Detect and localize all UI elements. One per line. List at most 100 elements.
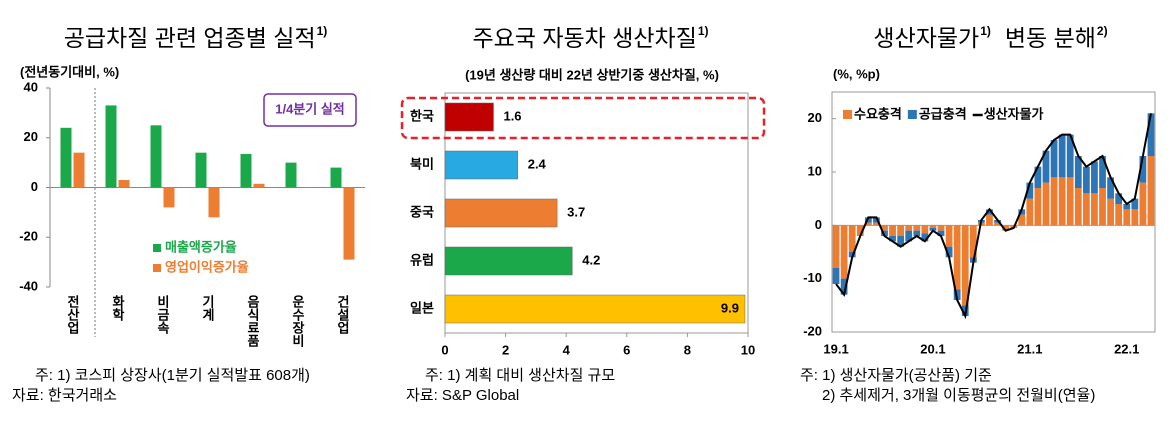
- bar-segment: [1034, 166, 1042, 188]
- bar: [343, 187, 355, 260]
- annotation-box: [263, 93, 357, 127]
- bar-segment: [1115, 204, 1123, 226]
- bar-segment: [969, 225, 977, 258]
- y-tick-label: 20: [24, 129, 38, 144]
- footnote: 2) 추세제거, 3개월 이동평균의 전월비(연율): [822, 387, 1095, 404]
- bar-segment: [1091, 161, 1098, 194]
- bar-segment: [1050, 177, 1058, 226]
- bar-segment: [986, 214, 993, 226]
- bar-segment: [873, 217, 880, 223]
- plot-frame: [831, 91, 1156, 333]
- bar: [118, 180, 130, 188]
- bar-segment: [1147, 156, 1155, 226]
- footnote: 주: 1) 코스피 상장사(1분기 실적발표 608개): [35, 367, 310, 384]
- bar: [150, 125, 162, 188]
- bar: [208, 187, 220, 218]
- x-tick-label: 기계: [200, 295, 215, 322]
- footnote: 주: 1) 계획 대비 생산차질 규모: [425, 367, 615, 384]
- chart-title: 변동 분해: [1005, 25, 1096, 51]
- bar-segment: [1034, 188, 1042, 226]
- bar-segment: [881, 230, 888, 236]
- bar: [163, 187, 175, 208]
- legend-marker: [153, 264, 161, 272]
- bar-segment: [986, 209, 993, 215]
- x-tick-label: 건설업: [335, 294, 350, 335]
- x-tick-label: 6: [623, 342, 630, 357]
- bar: [73, 152, 85, 188]
- y-tick-label: 북미: [410, 156, 434, 171]
- x-tick-label: 2: [502, 342, 509, 357]
- bar-segment: [1018, 214, 1026, 226]
- legend-marker: [907, 110, 917, 119]
- subtitle: (19년 생산량 대비 22년 상반기중 생산차질, %): [465, 67, 719, 82]
- title-note: 2): [1097, 24, 1108, 38]
- bar-segment: [921, 233, 929, 242]
- bar-segment: [1002, 225, 1010, 231]
- bar: [444, 246, 573, 276]
- bar-segment: [1107, 198, 1114, 226]
- bar-segment: [929, 225, 937, 228]
- bar-segment: [1074, 188, 1082, 226]
- line: [835, 113, 1152, 320]
- bar: [444, 294, 746, 324]
- bar-segment: [1026, 198, 1034, 226]
- data-label: 9.9: [721, 300, 739, 315]
- bar: [105, 105, 117, 188]
- bar-segment: [1099, 156, 1106, 188]
- y-tick-label: -40: [19, 278, 38, 293]
- title-note: 1): [980, 24, 991, 38]
- bar-segment: [921, 225, 929, 234]
- bar-segment: [856, 225, 864, 236]
- bar-segment: [1042, 182, 1050, 226]
- legend-label: 수요충격: [854, 106, 902, 121]
- legend-label: 매출액증가율: [165, 239, 237, 254]
- y-tick-label: -20: [19, 229, 38, 244]
- y-tick-label: 10: [808, 163, 822, 178]
- bar-segment: [1107, 177, 1114, 199]
- x-tick-label: 운수장비: [290, 295, 305, 348]
- bar-segment: [1131, 209, 1139, 226]
- bar-segment: [913, 225, 921, 231]
- bar-segment: [1066, 134, 1074, 178]
- bar: [240, 153, 252, 188]
- bar-segment: [1050, 140, 1058, 178]
- bar: [444, 198, 558, 228]
- data-label: 2.4: [528, 156, 547, 171]
- y-tick-label: -10: [803, 270, 822, 285]
- y-axis-label: (전년동기대비, %): [20, 64, 119, 79]
- bar-segment: [1018, 209, 1026, 215]
- data-label: 4.2: [582, 252, 600, 267]
- bar-segment: [937, 230, 945, 236]
- x-tick-label: 4: [563, 342, 571, 357]
- bar-segment: [1082, 193, 1090, 226]
- bar-segment: [897, 236, 905, 247]
- bar-segment: [1123, 209, 1131, 226]
- bar-segment: [1066, 177, 1074, 226]
- y-tick-label: 0: [31, 179, 38, 194]
- legend-marker: [843, 110, 852, 119]
- title-note: 1): [317, 24, 328, 38]
- bar-segment: [1058, 134, 1066, 178]
- bar-segment: [913, 230, 921, 236]
- bar: [285, 162, 297, 188]
- y-tick-label: -20: [803, 323, 822, 338]
- bar-segment: [1099, 188, 1106, 226]
- bar-segment: [1123, 204, 1131, 210]
- bar-segment: [1042, 150, 1050, 183]
- legend-label: 영업이익증가율: [165, 259, 249, 274]
- x-tick-label: 8: [684, 342, 691, 357]
- data-label: 3.7: [567, 204, 585, 219]
- chart-title: 주요국 자동차 생산차질: [472, 25, 696, 51]
- y-tick-label: 20: [808, 110, 822, 125]
- y-tick-label: 한국: [410, 108, 434, 123]
- bar-segment: [994, 222, 1001, 226]
- bar-segment: [1147, 113, 1155, 156]
- footnote: 자료: 한국거래소: [12, 387, 117, 404]
- x-tick-label: 19.1: [823, 341, 848, 356]
- bar: [330, 167, 342, 188]
- y-axis-label: (%, %p): [833, 66, 880, 81]
- bar: [253, 183, 265, 188]
- chart-title: 생산자물가: [873, 25, 979, 51]
